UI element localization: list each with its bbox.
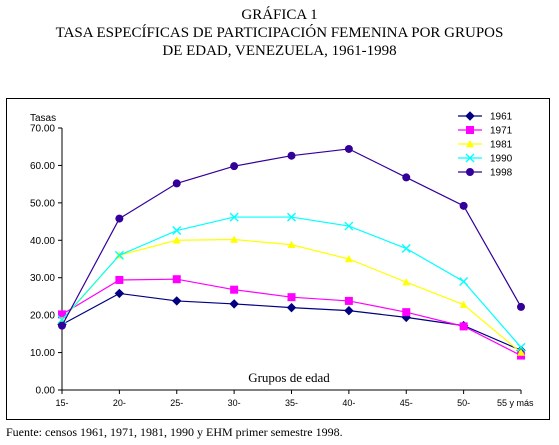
data-point-1998 [58, 321, 66, 330]
x-tick-label: 40- [342, 398, 355, 408]
x-tick-label: 45- [400, 398, 413, 408]
y-tick-label: 70.00 [30, 124, 55, 135]
chart-heading-line1: GRÁFICA 1 [241, 7, 318, 23]
series-1971 [58, 275, 525, 360]
chart-heading-line3: DE EDAD, VENEZUELA, 1961-1998 [162, 43, 397, 59]
data-point-1990 [401, 244, 411, 254]
data-point-1981 [230, 235, 239, 243]
data-point-1961 [172, 296, 182, 306]
chart-frame [6, 98, 550, 420]
data-point-1961 [344, 305, 354, 316]
legend-entry-1971: 1971 [458, 126, 513, 137]
data-point-1981 [517, 348, 525, 356]
legend-entry-1990: 1990 [458, 154, 513, 165]
data-point-1990 [114, 250, 124, 260]
chart-heading-line2: TASA ESPECÍFICAS DE PARTICIPACIÓN FEMENI… [55, 25, 504, 41]
data-point-1998 [344, 144, 353, 153]
data-point-1961 [114, 288, 125, 299]
legend-marker [466, 126, 474, 134]
data-point-1990 [516, 342, 526, 352]
series-line-1971 [61, 278, 522, 357]
data-point-1990 [287, 212, 296, 222]
legend-marker [465, 153, 475, 163]
data-point-1981 [287, 240, 296, 248]
legend-label: 1971 [490, 126, 513, 137]
legend-label: 1961 [490, 112, 513, 123]
data-point-1971 [230, 285, 239, 294]
data-point-1998 [459, 201, 468, 210]
data-point-1998 [402, 173, 411, 182]
source-note: Fuente: censos 1961, 1971, 1981, 1990 y … [6, 425, 343, 439]
data-point-1971 [58, 310, 66, 319]
data-point-1981 [172, 236, 181, 244]
legend-entry-1961: 1961 [458, 111, 513, 123]
x-tick-label: 15- [55, 398, 68, 408]
data-point-1998 [172, 179, 181, 188]
x-tick-label: 50- [457, 398, 470, 408]
data-point-1990 [229, 212, 239, 222]
x-tick-label: 35- [285, 398, 298, 408]
data-point-1971 [287, 293, 296, 302]
data-point-1990 [172, 226, 182, 236]
data-point-1990 [459, 276, 469, 286]
x-tick-label: 30- [228, 398, 241, 408]
y-tick-label: 0.00 [36, 386, 56, 397]
data-point-1998 [230, 162, 239, 171]
legend-label: 1998 [490, 168, 513, 179]
data-point-1981 [459, 300, 468, 308]
y-tick-label: 40.00 [30, 236, 55, 247]
data-point-1961 [229, 299, 239, 309]
data-point-1971 [172, 275, 181, 284]
series-1998 [58, 144, 525, 330]
y-tick-label: 50.00 [30, 198, 55, 209]
y-tick-label: 10.00 [30, 348, 55, 359]
y-tick-label: 20.00 [30, 311, 55, 322]
data-point-1998 [115, 214, 124, 223]
series-line-1961 [61, 292, 522, 351]
legend-marker [466, 168, 474, 176]
data-point-1998 [287, 151, 296, 160]
data-point-1971 [459, 322, 468, 331]
x-tick-label: 20- [113, 398, 126, 408]
y-axis-label: Tasas [30, 113, 56, 124]
data-point-1998 [517, 302, 525, 311]
data-point-1971 [344, 296, 353, 305]
data-point-1990 [57, 315, 67, 325]
data-point-1961 [286, 302, 297, 313]
data-point-1971 [402, 308, 411, 317]
data-point-1981 [344, 255, 353, 263]
y-tick-label: 30.00 [30, 273, 55, 284]
x-tick-label: 25- [170, 398, 183, 408]
series-line-1990 [61, 216, 522, 348]
legend-entry-1981: 1981 [458, 140, 513, 151]
series-1990 [57, 212, 526, 352]
legend-label: 1981 [490, 140, 513, 151]
legend-label: 1990 [490, 154, 513, 165]
data-point-1981 [402, 278, 411, 286]
legend-entry-1998: 1998 [458, 168, 513, 179]
data-point-1990 [344, 221, 354, 231]
x-tick-label: 55 y más [497, 398, 534, 408]
y-tick-label: 60.00 [30, 161, 55, 172]
data-point-1971 [115, 275, 124, 284]
legend-marker [465, 111, 475, 121]
legend-marker [466, 140, 474, 148]
x-axis-label: Grupos de edad [248, 370, 330, 385]
